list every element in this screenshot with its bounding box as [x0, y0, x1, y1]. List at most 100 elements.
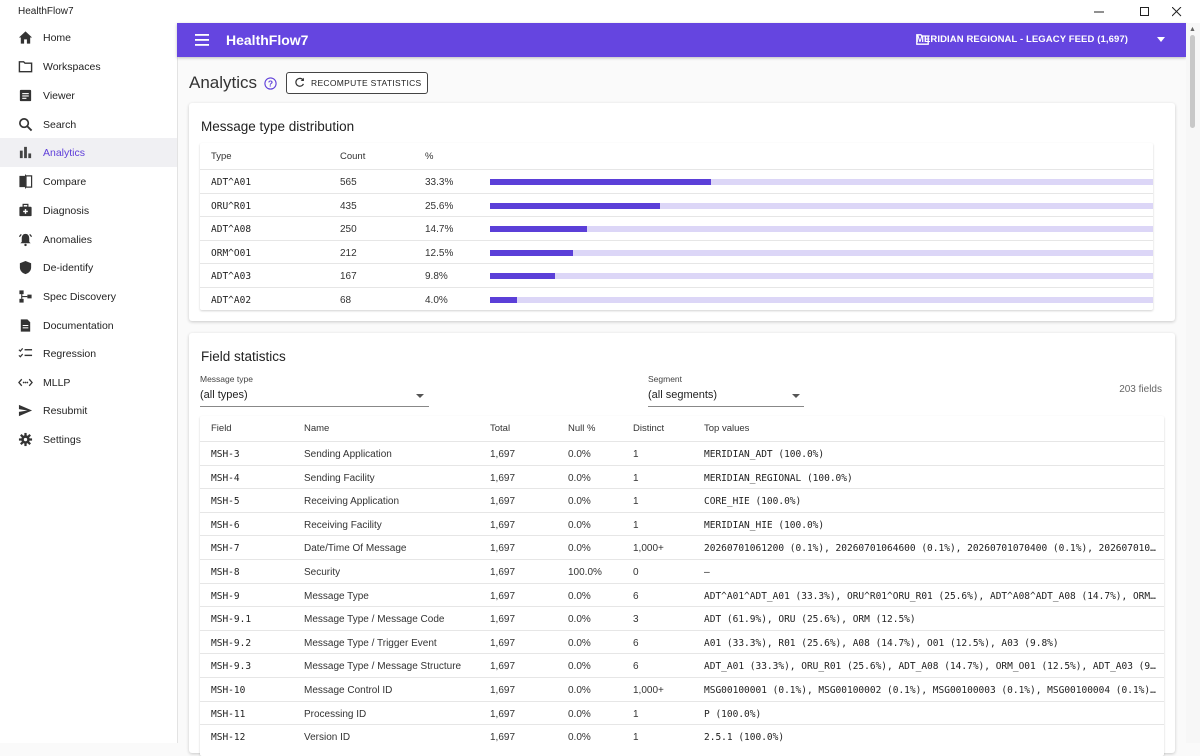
close-icon	[1172, 6, 1182, 16]
table-row[interactable]: MSH-9 Message Type 1,697 0.0% 6 ADT^A01^ADT_A…	[200, 582, 1164, 608]
table-row: ADT^A02 68 4.0%	[200, 286, 1153, 312]
name-cell: Date/Time Of Message	[304, 543, 407, 555]
top-values-cell: MERIDIAN_HIE (100.0%)	[704, 519, 825, 531]
sidebar-item-label: Documentation	[43, 320, 114, 332]
progress-bar-fill	[490, 273, 555, 279]
sidebar: Home Workspaces Viewer Search Analytics …	[0, 23, 178, 743]
sidebar-item-spec-discovery[interactable]: Spec Discovery	[0, 282, 177, 311]
table-row[interactable]: MSH-6 Receiving Facility 1,697 0.0% 1 MERIDIA…	[200, 511, 1164, 537]
table-row[interactable]: MSH-9.2 Message Type / Trigger Event 1,697…	[200, 629, 1164, 655]
window-titlebar: HealthFlow7	[0, 0, 1200, 24]
field-count: 203 fields	[1119, 384, 1162, 395]
sidebar-item-workspaces[interactable]: Workspaces	[0, 52, 177, 81]
help-icon[interactable]: ?	[264, 77, 277, 90]
name-cell: Message Control ID	[304, 685, 393, 696]
sidebar-item-home[interactable]: Home	[0, 23, 177, 52]
sidebar-item-anomalies[interactable]: Anomalies	[0, 225, 177, 254]
name-cell: Version ID	[304, 732, 351, 744]
sidebar-item-label: Compare	[43, 176, 87, 188]
progress-bar-track	[490, 179, 1153, 185]
table-row[interactable]: MSH-12 Version ID 1,697 0.0% 1 2.5.1 (100.0%)	[200, 724, 1164, 749]
table-row[interactable]: MSH-11 Processing ID 1,697 0.0% 1 P (100.0%)	[200, 700, 1164, 726]
maximize-button[interactable]	[1122, 0, 1168, 23]
minimize-button[interactable]	[1076, 0, 1122, 23]
sidebar-item-compare[interactable]: Compare	[0, 167, 177, 196]
window-title: HealthFlow7	[18, 6, 74, 17]
top-values-cell: MERIDIAN_ADT (100.0%)	[704, 449, 825, 460]
field-cell: MSH-8	[211, 567, 240, 578]
count-cell: 250	[340, 224, 357, 235]
table-row[interactable]: MSH-8 Security 1,697 100.0% 0 —	[200, 559, 1164, 584]
scrollbar-thumb[interactable]	[1190, 35, 1195, 128]
sidebar-item-documentation[interactable]: Documentation	[0, 311, 177, 340]
distinct-cell: 1	[633, 732, 639, 744]
close-button[interactable]	[1154, 0, 1200, 23]
message-type-select[interactable]: (all types)	[200, 389, 248, 401]
message-type-label: Message type	[200, 374, 253, 384]
menu-icon[interactable]	[195, 34, 209, 46]
table-row[interactable]: MSH-10 Message Control ID 1,697 0.0% 1,000+ M…	[200, 677, 1164, 702]
table-row: ORU^R01 435 25.6%	[200, 192, 1153, 218]
field-cell: MSH-9.1	[211, 614, 252, 626]
table-row[interactable]: MSH-7 Date/Time Of Message 1,697 0.0% 1,000+…	[200, 535, 1164, 560]
sidebar-item-regression[interactable]: Regression	[0, 339, 177, 368]
sidebar-item-diagnosis[interactable]: Diagnosis	[0, 196, 177, 225]
null-percent-cell: 0.0%	[568, 732, 591, 744]
column-header-count: Count	[340, 151, 366, 162]
chevron-down-icon[interactable]	[1157, 37, 1165, 42]
type-cell: ORU^R01	[211, 200, 252, 212]
top-values-cell: MSG00100001 (0.1%), MSG00100002 (0.1%), …	[704, 685, 1156, 696]
column-header-total: Total	[490, 423, 511, 434]
sidebar-item-label: Viewer	[43, 90, 75, 102]
field-cell: MSH-9.2	[211, 637, 252, 649]
sidebar-item-mllp[interactable]: MLLP	[0, 368, 177, 397]
distinct-cell: 6	[633, 661, 639, 673]
sidebar-item-label: Anomalies	[43, 234, 93, 246]
chevron-down-icon[interactable]	[792, 394, 800, 398]
table-row[interactable]: MSH-5 Receiving Application 1,697 0.0% 1 CORE…	[200, 488, 1164, 513]
count-cell: 565	[340, 177, 357, 188]
distinct-cell: 1,000+	[633, 543, 664, 555]
total-cell: 1,697	[490, 661, 516, 673]
name-cell: Message Type / Message Code	[304, 614, 445, 626]
table-row[interactable]: MSH-9.1 Message Type / Message Code 1,697 0…	[200, 606, 1164, 631]
count-cell: 435	[340, 200, 357, 212]
null-percent-cell: 0.0%	[568, 590, 591, 602]
total-cell: 1,697	[490, 614, 516, 626]
vertical-scrollbar[interactable]: ▲	[1186, 23, 1200, 743]
table-row[interactable]: MSH-3 Sending Application 1,697 0.0% 1 MERIDI…	[200, 441, 1164, 466]
sidebar-item-viewer[interactable]: Viewer	[0, 81, 177, 110]
sidebar-item-search[interactable]: Search	[0, 110, 177, 139]
sidebar-item-deidentify[interactable]: De-identify	[0, 253, 177, 282]
null-percent-cell: 0.0%	[568, 637, 591, 649]
segment-select[interactable]: (all segments)	[648, 389, 718, 401]
gear-icon	[18, 432, 33, 447]
field-cell: MSH-11	[211, 708, 246, 720]
chevron-down-icon[interactable]	[416, 394, 424, 398]
top-values-cell: CORE_HIE (100.0%)	[704, 496, 802, 508]
sidebar-item-settings[interactable]: Settings	[0, 425, 177, 454]
sidebar-item-resubmit[interactable]: Resubmit	[0, 396, 177, 425]
table-row: ADT^A01 565 33.3%	[200, 169, 1153, 194]
table-row[interactable]: MSH-4 Sending Facility 1,697 0.0% 1 MERIDIAN_…	[200, 464, 1164, 490]
send-icon	[18, 404, 33, 417]
distinct-cell: 1	[633, 519, 639, 531]
recompute-statistics-button[interactable]: RECOMPUTE STATISTICS	[286, 72, 428, 94]
column-header-distinct: Distinct	[633, 423, 665, 434]
sidebar-item-analytics[interactable]: Analytics	[0, 138, 177, 167]
percent-cell: 9.8%	[425, 271, 448, 282]
distinct-cell: 1	[633, 449, 639, 460]
progress-bar-track	[490, 273, 1153, 279]
message-type-underline	[200, 406, 429, 407]
field-cell: MSH-10	[211, 685, 246, 696]
total-cell: 1,697	[490, 708, 516, 720]
distinct-cell: 1	[633, 496, 639, 508]
description-icon	[20, 319, 31, 332]
top-values-cell: ADT^A01^ADT_A01 (33.3%), ORU^R01^ORU_R01…	[704, 590, 1156, 602]
compare-icon	[19, 174, 33, 189]
percent-cell: 12.5%	[425, 247, 454, 259]
name-cell: Receiving Application	[304, 496, 400, 508]
workspace-selector[interactable]: MERIDIAN REGIONAL - LEGACY FEED (1,697)	[915, 34, 1128, 45]
table-row[interactable]: MSH-9.3 Message Type / Message Structure 1…	[200, 653, 1164, 678]
scroll-up-icon[interactable]: ▲	[1189, 26, 1196, 33]
